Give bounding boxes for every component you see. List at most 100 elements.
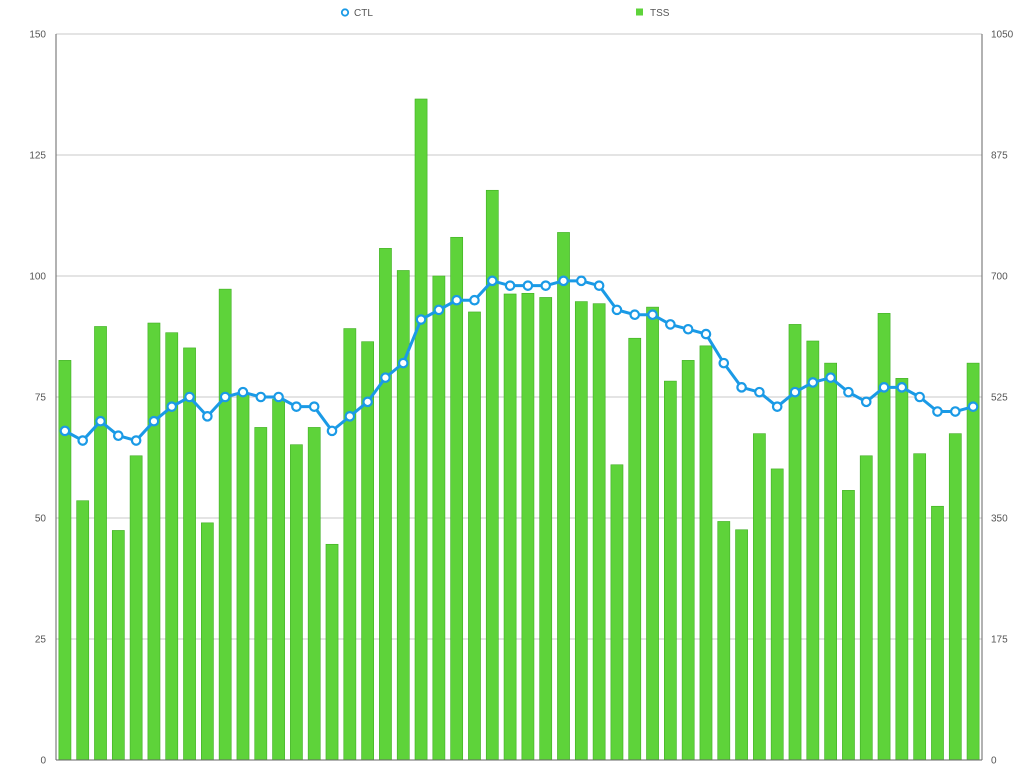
ctl-point <box>825 372 836 383</box>
ctl-point <box>807 377 819 388</box>
legend-ctl-label: CTL <box>354 8 373 19</box>
tss-bar <box>503 293 517 761</box>
legend-tss-label: TSS <box>650 8 670 19</box>
tss-bars <box>58 98 980 761</box>
ctl-point <box>896 382 908 393</box>
legend-ctl-marker-icon <box>340 8 350 17</box>
ctl-point <box>344 411 356 422</box>
ctl-point <box>486 275 498 287</box>
tss-bar <box>432 275 446 761</box>
tss-bar <box>254 427 268 761</box>
ctl-point <box>700 328 712 340</box>
tss-bar <box>824 362 837 761</box>
tss-bar <box>414 98 428 761</box>
ctl-point <box>380 372 391 383</box>
ctl-point <box>540 280 552 291</box>
axes: 0 25 50 75 100 125 150 0 175 350 525 700 875 1050 <box>29 30 1013 767</box>
ctl-point <box>718 357 730 369</box>
tss-bar <box>521 292 535 761</box>
ctl-line-path <box>64 279 974 443</box>
ctl-point <box>789 386 801 398</box>
ctl-point <box>397 357 409 369</box>
ctl-point <box>166 401 178 412</box>
ctl-point <box>629 309 641 321</box>
tss-bar <box>201 522 214 761</box>
ctl-point <box>558 275 569 287</box>
ctl-point <box>219 391 231 403</box>
tss-bar <box>699 345 713 761</box>
ctl-point <box>932 406 943 417</box>
y-left-tick-label: 75 <box>35 393 47 404</box>
ctl-point <box>754 386 765 398</box>
ctl-point <box>130 435 142 446</box>
tss-bar <box>735 529 748 761</box>
tss-bar <box>859 455 873 761</box>
tss-bar <box>646 306 659 761</box>
y-right-tick-label: 350 <box>991 514 1008 525</box>
tss-bar <box>396 270 410 761</box>
tss-bar <box>681 360 695 761</box>
ctl-point <box>576 275 587 287</box>
ctl-point <box>682 323 694 335</box>
tss-bar <box>218 288 232 761</box>
tss-bar <box>539 297 553 761</box>
ctl-point <box>308 401 320 412</box>
y-left-tick-label: 100 <box>29 272 46 283</box>
ctl-point <box>77 435 89 446</box>
y-right-tick-label: 175 <box>991 635 1008 646</box>
ctl-point <box>736 382 747 393</box>
y-left-tick-label: 50 <box>35 514 47 525</box>
ctl-point <box>184 391 195 403</box>
legend-tss-swatch-icon <box>636 8 643 16</box>
tss-bar <box>913 453 927 761</box>
y-left-tick-label: 25 <box>35 635 47 646</box>
tss-bar <box>628 337 642 761</box>
tss-bar <box>450 236 464 761</box>
ctl-point <box>291 401 302 412</box>
tss-bar <box>129 455 143 761</box>
tss-bar <box>895 378 909 761</box>
ctl-point <box>914 391 925 403</box>
tss-bar <box>111 530 125 761</box>
ctl-point <box>255 391 267 403</box>
y-right-tick-label: 1050 <box>991 30 1014 41</box>
ctl-point <box>611 304 623 316</box>
ctl-point <box>469 294 480 306</box>
tss-bar <box>147 322 161 761</box>
y-right-tick-label: 0 <box>991 756 997 767</box>
y-left-tick-label: 0 <box>40 756 46 767</box>
tss-bar <box>236 393 250 761</box>
tss-bar <box>842 490 855 761</box>
tss-bar <box>290 444 303 761</box>
ctl-point <box>504 280 516 291</box>
ctl-point <box>593 280 605 291</box>
tss-bar <box>966 362 980 761</box>
tss-bar <box>58 360 72 761</box>
ctl-point <box>860 396 872 408</box>
ctl-line <box>59 275 979 446</box>
tss-bar <box>165 332 179 761</box>
tss-bar <box>806 340 820 761</box>
ctl-point <box>148 415 160 427</box>
ctl-point <box>771 401 783 412</box>
ctl-point <box>522 280 534 291</box>
ctl-point <box>59 425 71 437</box>
tss-bar <box>94 326 107 761</box>
legend-item-ctl: CTL <box>340 8 373 19</box>
tss-bar <box>343 328 357 761</box>
tss-bar <box>574 301 588 761</box>
tss-bar <box>557 232 570 761</box>
ctl-point <box>362 396 373 408</box>
ctl-point <box>878 382 890 393</box>
tss-bar <box>379 248 392 761</box>
ctl-point <box>237 386 249 398</box>
legend: CTL TSS <box>340 8 670 19</box>
y-left-tick-label: 150 <box>29 30 46 41</box>
ctl-point <box>273 391 284 403</box>
tss-bar <box>272 398 285 761</box>
ctl-point <box>843 386 854 398</box>
tss-bar <box>592 303 606 761</box>
y-right-tick-label: 700 <box>991 272 1008 283</box>
ctl-point <box>202 411 213 422</box>
tss-bar <box>468 311 481 761</box>
